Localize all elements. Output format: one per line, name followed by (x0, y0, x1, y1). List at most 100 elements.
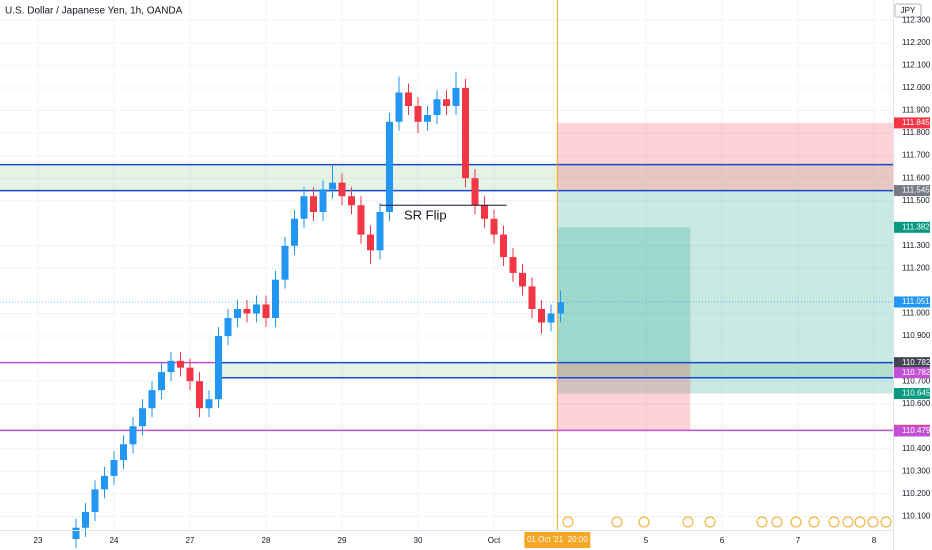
chart-title: U.S. Dollar / Japanese Yen, 1h, OANDA (5, 6, 183, 17)
candle-body (557, 302, 564, 314)
candle-body (310, 196, 317, 212)
y-tick-label: 111.200 (902, 263, 930, 272)
candle-body (205, 399, 213, 409)
candle-body (300, 196, 308, 219)
y-tick-label: 111.600 (902, 173, 930, 182)
candle-body (367, 234, 374, 251)
candle-body (120, 444, 127, 461)
candle-body (281, 245, 289, 280)
candle-body (490, 218, 498, 235)
candle-body (101, 475, 108, 490)
event-icon[interactable] (638, 516, 650, 528)
event-icon[interactable] (790, 516, 802, 528)
event-icon[interactable] (704, 516, 716, 528)
y-tick-label: 111.500 (902, 196, 930, 205)
x-tick-label: 5 (644, 536, 649, 545)
candle-body (129, 426, 137, 445)
x-tick-label: Oct (488, 536, 501, 545)
candle-body (291, 218, 298, 246)
candle-body (110, 460, 118, 476)
price-badge-label: 110.645 (902, 389, 931, 398)
candle-body (452, 87, 460, 106)
candle-body (443, 99, 450, 106)
price-badge (894, 117, 930, 129)
stop-zone (557, 122, 893, 191)
zone (215, 362, 894, 378)
x-tick-label: 29 (338, 536, 347, 545)
candle-body (234, 308, 241, 318)
y-tick-label: 110.600 (902, 399, 931, 408)
event-icon[interactable] (867, 516, 879, 528)
candle-body (196, 381, 203, 409)
event-icon[interactable] (771, 516, 783, 528)
candle-body (528, 286, 536, 309)
candle-body (148, 390, 156, 409)
price-badge (894, 425, 930, 437)
price-badge (894, 185, 930, 197)
event-icon[interactable] (828, 516, 840, 528)
y-tick-label: 112.000 (902, 83, 931, 92)
y-tick-label: 110.200 (902, 489, 931, 498)
x-tick-label: 24 (110, 536, 119, 545)
y-tick-label: 110.400 (902, 444, 931, 453)
candle-body (509, 257, 517, 273)
candle-body (167, 360, 175, 373)
annotation-text: SR Flip (404, 208, 447, 223)
candle-body (91, 489, 99, 512)
event-icon[interactable] (854, 516, 866, 528)
candle-body (424, 115, 431, 122)
price-badge-label: 110.782 (902, 358, 931, 367)
crosshair-label: 01 Oct '21 20:00 (527, 535, 588, 544)
event-icon[interactable] (880, 516, 892, 528)
price-badge-label: 111.545 (902, 186, 930, 195)
candle-body (272, 279, 279, 318)
candle-body (253, 304, 260, 314)
candle-body (348, 196, 355, 206)
candle-body (405, 92, 412, 106)
candle-body (82, 511, 89, 528)
candle-body (319, 189, 327, 212)
currency: JPY (901, 6, 916, 15)
event-icon[interactable] (682, 516, 694, 528)
candle-body (386, 121, 393, 212)
event-icon[interactable] (562, 516, 574, 528)
candle-body (262, 304, 270, 318)
event-icon[interactable] (842, 516, 854, 528)
y-tick-label: 110.700 (902, 376, 931, 385)
event-icon[interactable] (611, 516, 623, 528)
candle-body (186, 367, 194, 382)
candle-body (329, 182, 336, 190)
event-icons (562, 516, 892, 528)
price-badge (894, 296, 930, 308)
currency-box[interactable] (894, 3, 922, 18)
candle-body (433, 99, 441, 116)
candle-body (395, 92, 403, 122)
candle-body (414, 106, 422, 122)
x-tick-label: 23 (34, 536, 43, 545)
stop-zone (557, 362, 691, 431)
event-icon[interactable] (756, 516, 768, 528)
price-badge-label: 111.845 (902, 118, 930, 127)
price-badge (894, 221, 930, 233)
candle-body (376, 212, 384, 251)
candle-body (471, 178, 479, 206)
candle-body (462, 87, 469, 179)
candle-body (158, 372, 165, 391)
x-tick-label: 7 (796, 536, 801, 545)
candle-body (224, 318, 232, 337)
candle-body (177, 360, 184, 368)
price-badge-label: 110.479 (902, 426, 931, 435)
price-badge-label: 111.382 (902, 222, 930, 231)
x-tick-label: 30 (414, 536, 423, 545)
price-badge-label: 111.051 (902, 297, 930, 306)
candle-body (72, 527, 80, 540)
event-icon[interactable] (808, 516, 820, 528)
zone (0, 164, 893, 191)
y-tick-label: 112.100 (902, 61, 931, 70)
price-badge-label: 110.782 (902, 368, 931, 377)
crosshair-label-bg (524, 532, 591, 548)
y-tick-label: 111.700 (902, 151, 930, 160)
candle-body (338, 182, 346, 197)
y-tick-label: 110.900 (902, 331, 931, 340)
